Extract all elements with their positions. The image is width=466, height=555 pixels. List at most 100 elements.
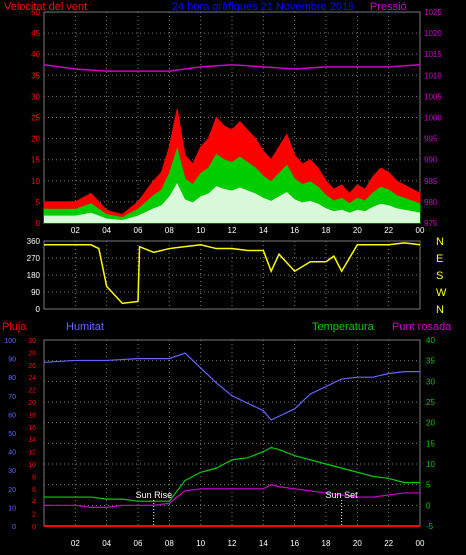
humidity-tick: 50 [8, 431, 16, 438]
humidity-tick: 60 [8, 412, 16, 419]
temperature-tick: 5 [426, 481, 431, 490]
top-y-left-ticks: 0 5 10 15 20 25 30 35 40 45 50 [31, 8, 40, 228]
rain-tick: 26 [28, 363, 36, 370]
compass-label: S [436, 270, 443, 282]
rain-tick: 6 [32, 487, 36, 494]
rain-tick: 24 [28, 375, 36, 382]
temperature-tick: -5 [426, 522, 434, 531]
bottom-temp-ticks: -5 0 5 10 15 20 25 30 35 40 [426, 336, 435, 531]
temperature-tick: 15 [426, 439, 435, 448]
bottom-x-tick: 20 [353, 539, 362, 548]
compass-label: E [436, 253, 443, 265]
bottom-x-tick: 16 [290, 539, 299, 548]
rain-tick: 18 [28, 412, 36, 419]
bottom-x-tick: 10 [196, 539, 205, 548]
bottom-x-tick: 14 [259, 539, 268, 548]
top-y-left-tick: 15 [31, 156, 40, 165]
wind-speed-label: Velocitat del vent [4, 1, 87, 13]
top-x-tick: 18 [322, 226, 331, 235]
top-y-right-tick: 1010 [424, 71, 442, 80]
top-y-right-tick: 975 [424, 219, 438, 228]
humidity-tick: 70 [8, 394, 16, 401]
top-x-tick: 04 [102, 226, 111, 235]
sun-rise-label: Sun Rise [136, 490, 173, 500]
top-x-tick: 14 [259, 226, 268, 235]
bottom-x-tick: 22 [384, 539, 393, 548]
rain-tick: 10 [28, 462, 36, 469]
rain-tick: 4 [32, 499, 36, 506]
top-y-right-tick: 995 [424, 135, 438, 144]
rain-tick: 22 [28, 388, 36, 395]
mid-y-left-tick: 90 [31, 288, 40, 297]
top-y-right-tick: 1020 [424, 29, 442, 38]
sun-set-label: Sun Set [326, 490, 359, 500]
top-x-tick: 06 [134, 226, 143, 235]
top-y-right-ticks: 975 980 985 990 995 1000 1005 1010 1015 1020 1025 [424, 8, 442, 228]
rain-tick: 28 [28, 350, 36, 357]
pressure-line [43, 63, 421, 72]
humidity-line [43, 352, 420, 421]
top-x-tick: 00 [416, 226, 425, 235]
top-x-tick: 10 [196, 226, 205, 235]
temperature-tick: 40 [426, 336, 435, 345]
temperature-tick: 0 [426, 501, 431, 510]
mid-y-left-tick: 180 [27, 271, 41, 280]
temp-humidity-chart: Pluja Humitat Temperatura Punt rosada 02… [2, 321, 452, 548]
top-x-tick: 08 [165, 226, 174, 235]
rain-tick: 20 [28, 400, 36, 407]
dewpoint-line [44, 484, 420, 508]
rain-tick: 0 [32, 524, 36, 531]
temperature-label: Temperatura [312, 321, 375, 333]
humidity-tick: 10 [8, 505, 16, 512]
humidity-tick: 30 [8, 468, 16, 475]
top-y-left-tick: 30 [31, 92, 40, 101]
mid-y-left-tick: 0 [36, 305, 41, 314]
bottom-x-tick: 08 [165, 539, 174, 548]
mid-y-left-tick: 270 [27, 254, 41, 263]
rain-tick: 2 [32, 512, 36, 519]
top-y-left-tick: 40 [31, 50, 40, 59]
wind-pressure-chart: Velocitat del vent 24 hora gràfiques 21 … [4, 1, 442, 235]
top-y-left-tick: 50 [31, 8, 40, 17]
rain-tick: 12 [28, 450, 36, 457]
top-y-left-tick: 10 [31, 177, 40, 186]
top-x-tick: 12 [228, 226, 237, 235]
humidity-label: Humitat [66, 321, 104, 333]
top-y-left-tick: 45 [31, 29, 40, 38]
humidity-tick: 40 [8, 450, 16, 457]
compass-label: N [436, 304, 444, 316]
compass-label: N [436, 236, 444, 248]
bottom-x-tick: 00 [416, 539, 425, 548]
temperature-tick: 35 [426, 357, 435, 366]
humidity-tick: 100 [4, 338, 16, 345]
top-x-tick: 02 [71, 226, 80, 235]
bottom-series [43, 352, 420, 527]
temperature-tick: 20 [426, 419, 435, 428]
rain-tick: 16 [28, 425, 36, 432]
top-y-right-tick: 985 [424, 177, 438, 186]
top-y-left-tick: 35 [31, 71, 40, 80]
top-y-right-tick: 1025 [424, 8, 442, 17]
top-y-right-tick: 1000 [424, 114, 442, 123]
top-y-right-tick: 1015 [424, 50, 442, 59]
wind-average-area [43, 147, 421, 224]
wind-low-area [44, 183, 420, 223]
humidity-tick: 20 [8, 487, 16, 494]
mid-series [44, 242, 421, 305]
mid-y-left-tick: 360 [27, 237, 41, 246]
pressure-label: Pressió [370, 1, 407, 13]
bottom-x-tick: 04 [102, 539, 111, 548]
bottom-x-tick: 12 [228, 539, 237, 548]
bottom-humidity-ticks: 0 10 20 30 40 50 60 70 80 90 100 [4, 338, 16, 531]
top-x-tick: 22 [384, 226, 393, 235]
top-y-left-tick: 25 [31, 114, 40, 123]
bottom-grid [44, 340, 420, 526]
humidity-tick: 80 [8, 375, 16, 382]
rain-tick: 30 [28, 338, 36, 345]
temperature-tick: 25 [426, 398, 435, 407]
mid-grid [44, 241, 420, 309]
